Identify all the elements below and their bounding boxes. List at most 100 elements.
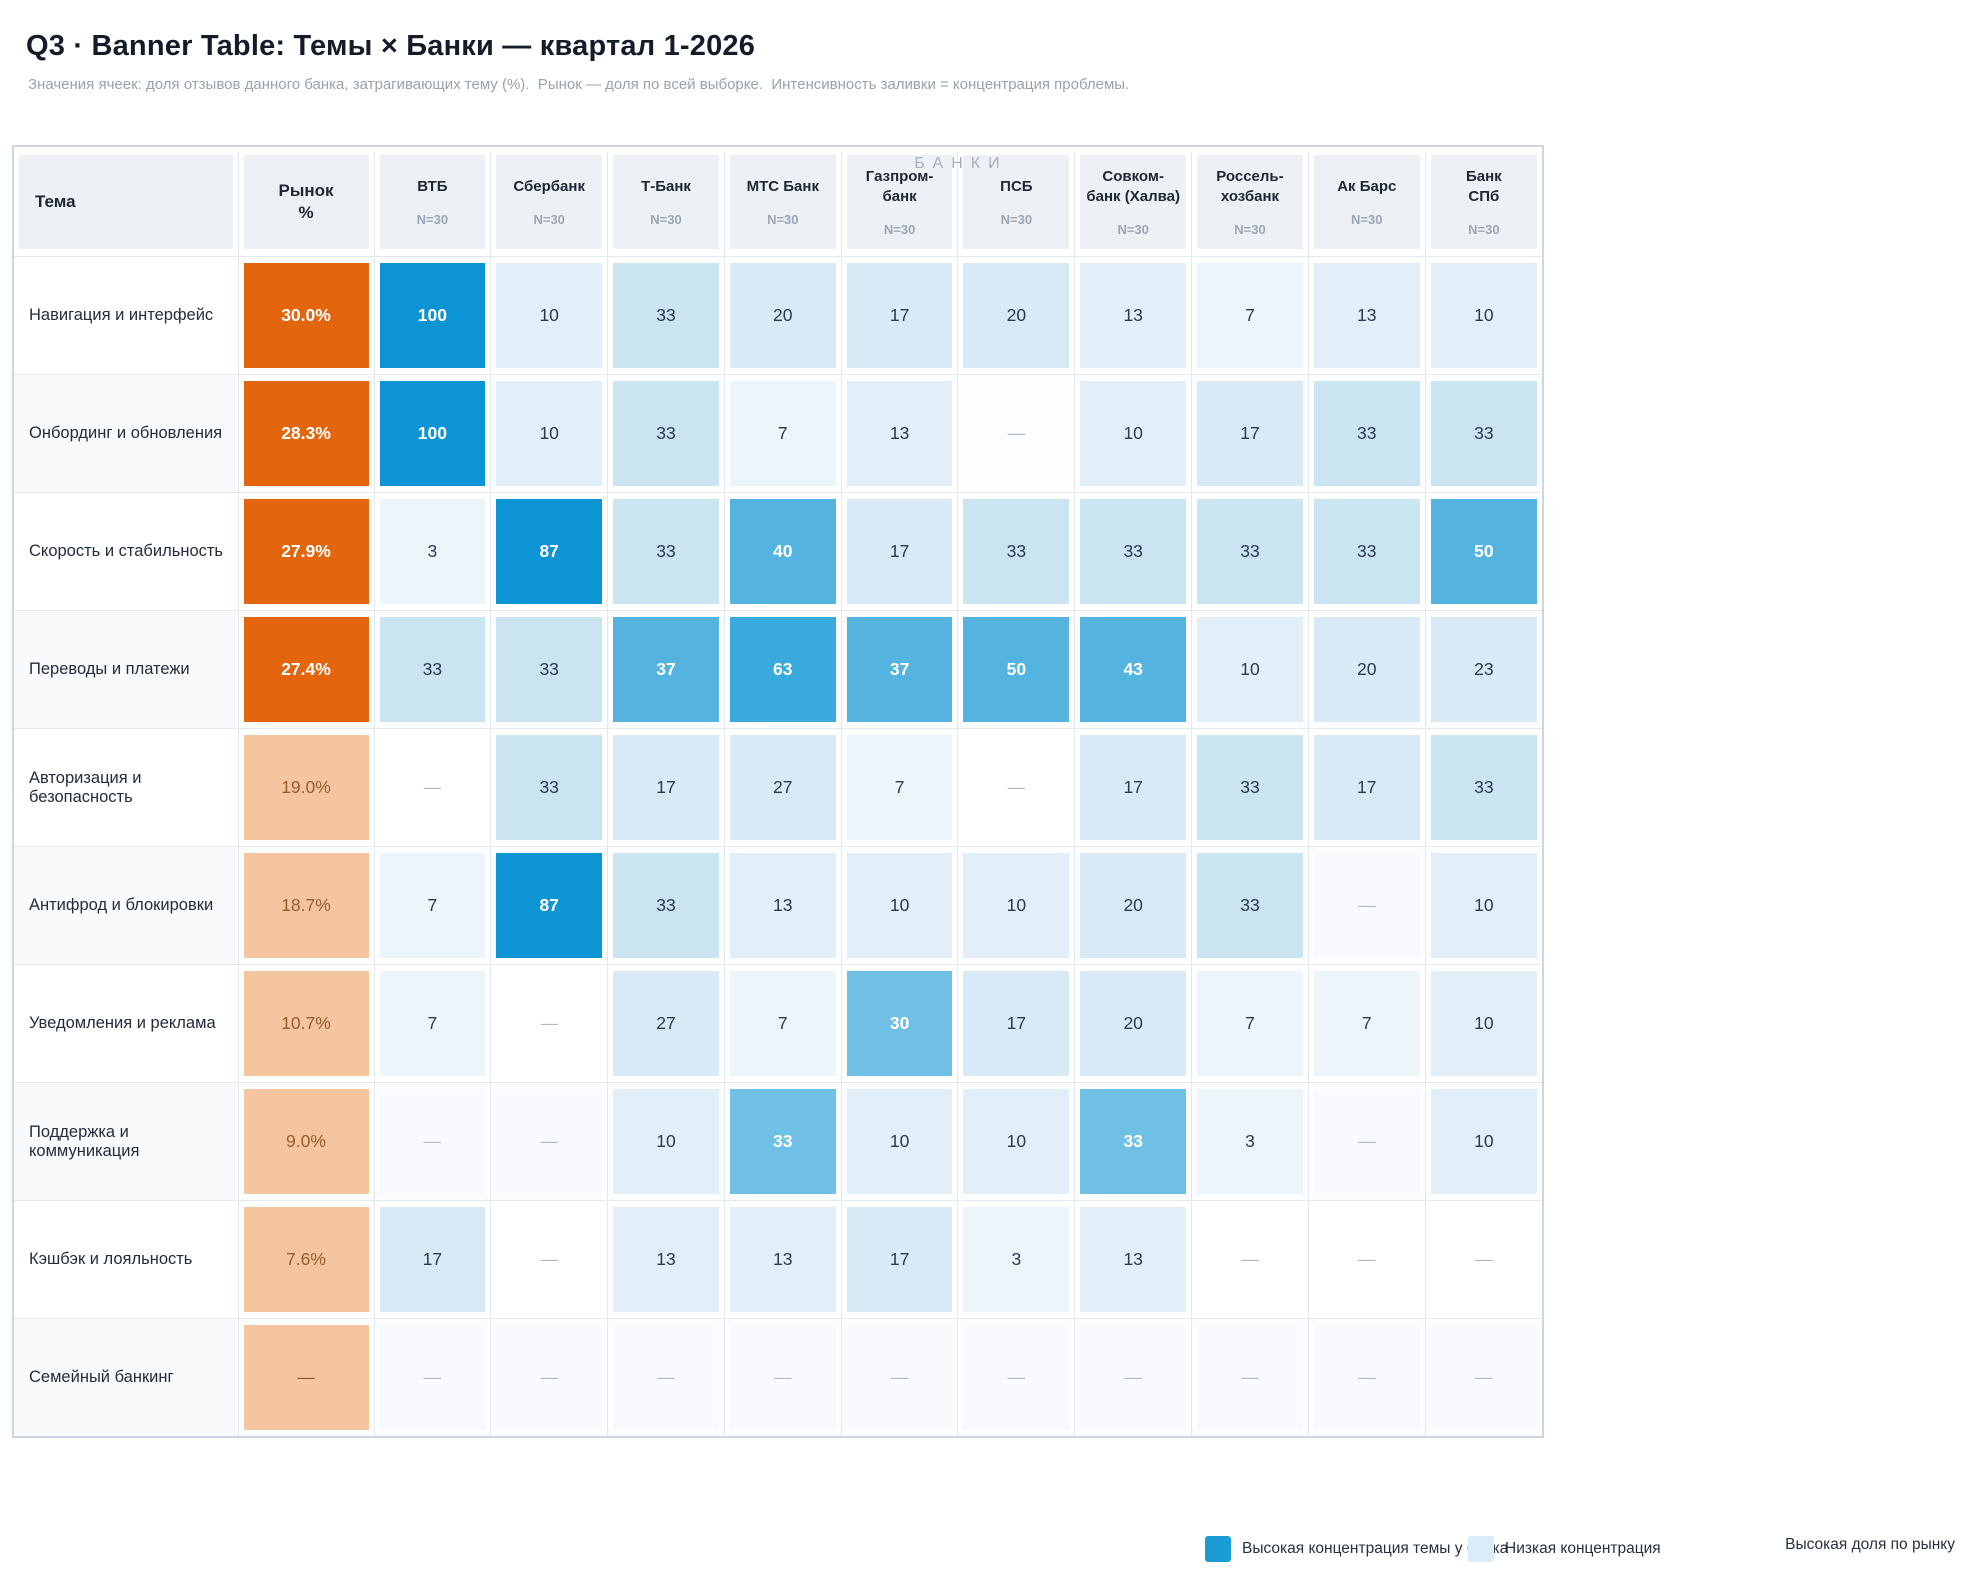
cell-value-block: 17	[846, 1207, 953, 1312]
cell-value-block: —	[496, 1089, 603, 1194]
market-cell: 27.4%	[238, 610, 375, 729]
cell-value-block: 20	[1313, 617, 1420, 722]
value-cell: 3	[957, 1200, 1076, 1319]
page-title: Q3 · Banner Table: Темы × Банки — кварта…	[26, 30, 756, 62]
cell-value-block: 33	[496, 617, 603, 722]
cell-value-block: 17	[1080, 735, 1187, 840]
bank-header-cell: Совком- банк (Халва) N=30	[1074, 152, 1193, 257]
cell-value-block: 33	[1197, 499, 1303, 604]
cell-value-block: 17	[963, 971, 1070, 1076]
value-cell: 13	[1308, 256, 1426, 375]
bank-header-cell: ВТБ N=30	[374, 152, 492, 257]
cell-value-block: —	[540, 1013, 558, 1033]
bank-header-label: Сбербанк	[513, 177, 585, 195]
legend-swatch-low-icon	[1468, 1536, 1494, 1562]
theme-header-block: Тема	[19, 155, 233, 249]
cell-value-block: —	[1358, 1249, 1376, 1269]
value-cell: 17	[1074, 728, 1193, 847]
bank-header-label: Совком- банк (Халва)	[1086, 168, 1180, 205]
value-cell: 33	[1191, 846, 1309, 965]
bank-header-cell: ПСБ N=30	[957, 152, 1076, 257]
value-cell: —	[490, 1200, 609, 1319]
value-cell: —	[490, 964, 609, 1083]
value-cell: 33	[724, 1082, 842, 1201]
value-cell: 17	[841, 492, 959, 611]
cell-value-block: 87	[496, 499, 603, 604]
market-cell: 28.3%	[238, 374, 375, 493]
market-cell: 9.0%	[238, 1082, 375, 1201]
theme-cell: Поддержка и коммуникация	[14, 1082, 239, 1201]
table-row: Навигация и интерфейс 30.0% 100 10 33 20 17 20 1…	[14, 256, 1542, 375]
value-cell: 17	[957, 964, 1076, 1083]
value-cell: —	[957, 1318, 1076, 1436]
value-cell: 17	[1308, 728, 1426, 847]
value-cell: 7	[724, 964, 842, 1083]
value-cell: 33	[1074, 492, 1193, 611]
theme-cell: Авторизация и безопасность	[14, 728, 239, 847]
cell-value-block: —	[613, 1325, 719, 1430]
market-header-cell: Рынок %	[238, 152, 375, 257]
value-cell: 13	[607, 1200, 725, 1319]
value-cell: 10	[490, 374, 609, 493]
cell-value-block: 13	[846, 381, 953, 486]
cell-value-block: 20	[1080, 971, 1187, 1076]
cell-value-block: 50	[1430, 499, 1537, 604]
value-cell: 27	[607, 964, 725, 1083]
cell-value-block: 40	[729, 499, 836, 604]
value-cell: 7	[841, 728, 959, 847]
value-cell: —	[1425, 1318, 1542, 1436]
cell-value-block: 33	[1313, 499, 1420, 604]
theme-cell: Кэшбэк и лояльность	[14, 1200, 239, 1319]
value-cell: —	[1308, 1082, 1426, 1201]
value-cell: —	[374, 1082, 492, 1201]
market-cell: 27.9%	[238, 492, 375, 611]
cell-value-block: —	[963, 1325, 1070, 1430]
cell-value-block: 17	[846, 263, 953, 368]
cell-value-block: 7	[379, 971, 486, 1076]
bank-header-block: Банк СПб N=30	[1430, 155, 1537, 249]
cell-value-block: —	[1241, 1249, 1259, 1269]
value-cell: 17	[841, 1200, 959, 1319]
legend-item-low-concentration: Низкая концентрация	[1468, 1536, 1661, 1562]
theme-cell: Уведомления и реклама	[14, 964, 239, 1083]
cell-value-block: —	[1313, 1325, 1420, 1430]
cell-value-block: —	[1475, 1249, 1493, 1269]
table-row: Авторизация и безопасность 19.0% —33 17 27 7—…	[14, 728, 1542, 847]
value-cell: 23	[1425, 610, 1542, 729]
bank-header-label: ПСБ	[1000, 177, 1033, 195]
value-cell: 10	[1425, 1082, 1542, 1201]
value-cell: 13	[724, 846, 842, 965]
value-cell: —	[1191, 1318, 1309, 1436]
cell-value-block: 33	[729, 1089, 836, 1194]
value-cell: 43	[1074, 610, 1193, 729]
bank-header-block: Россель- хозбанк N=30	[1197, 155, 1303, 249]
cell-value-block: 10	[613, 1089, 719, 1194]
cell-value-block: 33	[1313, 381, 1420, 486]
market-cell: 19.0%	[238, 728, 375, 847]
theme-header-cell: Тема	[14, 152, 239, 257]
value-cell: 17	[841, 256, 959, 375]
value-cell: 10	[1074, 374, 1193, 493]
cell-value-block: 10	[496, 381, 603, 486]
bank-header-block: Сбербанк N=30	[496, 155, 603, 249]
value-cell: 87	[490, 846, 609, 965]
value-cell: 7	[374, 964, 492, 1083]
cell-value-block: 30	[846, 971, 953, 1076]
cell-value-block: 13	[729, 853, 836, 958]
cell-value-block: 7	[1197, 263, 1303, 368]
value-cell: —	[841, 1318, 959, 1436]
cell-value-block: 43	[1080, 617, 1187, 722]
market-value-block: 7.6%	[243, 1207, 369, 1312]
market-value-block: 27.4%	[243, 617, 369, 722]
cell-value-block: 10	[1197, 617, 1303, 722]
cell-value-block: 20	[729, 263, 836, 368]
value-cell: 30	[841, 964, 959, 1083]
legend-item-market-share: Высокая доля по рынку	[1785, 1536, 1955, 1554]
cell-value-block: 33	[1197, 735, 1303, 840]
cell-value-block: 10	[1080, 381, 1187, 486]
cell-value-block: —	[729, 1325, 836, 1430]
value-cell: 33	[607, 846, 725, 965]
table-row: Онбординг и обновления 28.3% 100 10 33 7 13—10…	[14, 374, 1542, 493]
value-cell: 33	[1425, 728, 1542, 847]
value-cell: 33	[607, 256, 725, 375]
